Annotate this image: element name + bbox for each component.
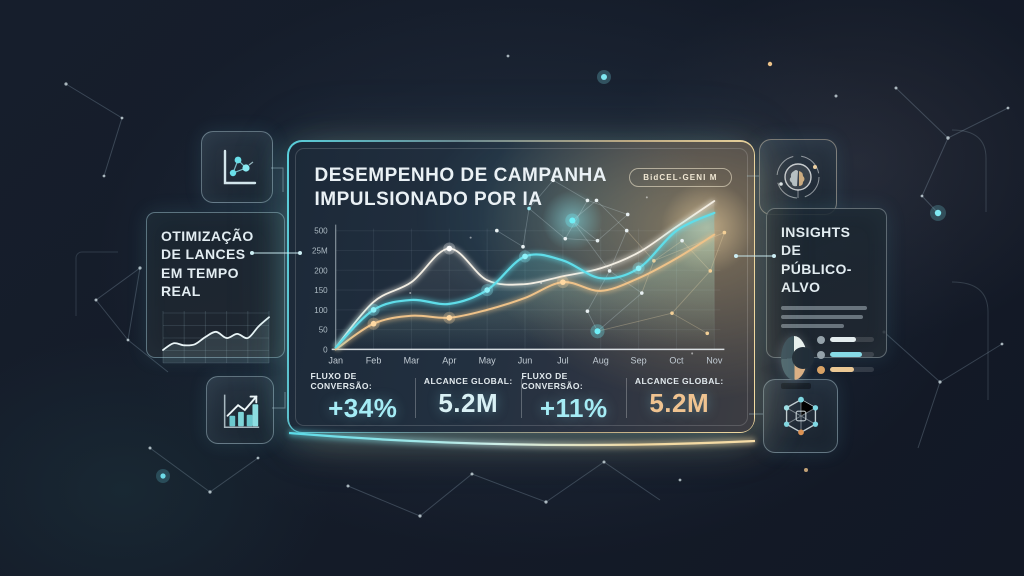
legend-item [817, 335, 874, 344]
metric-divider [520, 377, 522, 418]
svg-text:25M: 25M [312, 246, 328, 255]
donut-hole [792, 347, 814, 370]
legend-bullet [817, 335, 825, 344]
svg-text:0: 0 [323, 345, 328, 354]
left-panel-title: OTIMIZAÇÃO DE LANCES EM TEMPO REAL [161, 228, 254, 300]
svg-text:200: 200 [314, 266, 328, 275]
placeholder-tag [781, 382, 811, 389]
svg-text:500: 500 [314, 226, 328, 235]
metric-label: ALCANCE GLOBAL: [423, 376, 513, 386]
metric-divider [415, 377, 416, 418]
metric-value: +34% [328, 393, 398, 423]
scatter-network-chart-tile [201, 131, 273, 203]
metric-label: FLUXO DE CONVERSÃO: [310, 371, 373, 391]
svg-text:Aug: Aug [592, 355, 608, 365]
svg-text:150: 150 [314, 286, 328, 295]
metric-value: 5.2M [649, 388, 710, 418]
realtime-bidding-panel: OTIMIZAÇÃO DE LANCES EM TEMPO REAL [146, 212, 285, 364]
metric-label: FLUXO DE CONVERSÃO: [521, 371, 584, 391]
hexagon-network-icon [783, 396, 818, 436]
svg-text:100: 100 [314, 305, 328, 314]
metric-label: ALCANCE GLOBAL: [634, 376, 724, 386]
svg-text:Jan: Jan [328, 355, 343, 365]
campaign-dashboard-panel: 500 25M 200 150 100 50 0 Jan Feb Mar Apr May Jun Jul A… [287, 140, 755, 433]
growth-bar-chart-arrow-icon [223, 394, 260, 429]
svg-text:Jul: Jul [557, 355, 569, 365]
growth-chart-tile [206, 376, 274, 444]
right-panel-title: INSIGHTS DE PÚBLICO-ALVO [781, 224, 852, 296]
svg-text:50: 50 [318, 325, 327, 334]
donut-legend [817, 335, 874, 381]
audience-insights-panel: INSIGHTS DE PÚBLICO-ALVO [766, 208, 887, 389]
legend-bullet [817, 350, 825, 359]
placeholder-line [781, 305, 867, 310]
metric-card: FLUXO DE CONVERSÃO: +34% [310, 371, 416, 424]
svg-text:Jun: Jun [517, 355, 532, 365]
svg-text:Oct: Oct [669, 355, 684, 365]
svg-text:Feb: Feb [365, 355, 381, 365]
legend-item [817, 350, 874, 359]
placeholder-text-lines [781, 305, 874, 328]
legend-bullet [817, 365, 825, 374]
metric-card: ALCANCE GLOBAL: 5.2M [416, 372, 521, 424]
metric-value: 5.2M [438, 388, 499, 418]
metric-value: +11% [539, 393, 608, 423]
audience-donut-chart [781, 336, 814, 381]
placeholder-line [781, 323, 845, 328]
ai-brain-orbit-icon [776, 155, 820, 199]
svg-text:Sep: Sep [630, 355, 646, 365]
metric-divider [626, 377, 627, 418]
metrics-row: FLUXO DE CONVERSÃO: +34% ALCANCE GLOBAL: 5.… [310, 371, 732, 424]
metric-card: FLUXO DE CONVERSÃO: +11% [521, 371, 627, 424]
ai-brain-tile [759, 139, 837, 215]
svg-text:Mar: Mar [403, 355, 419, 365]
svg-text:Apr: Apr [442, 355, 456, 365]
placeholder-line [781, 314, 863, 319]
svg-text:May: May [478, 355, 496, 365]
legend-item [817, 365, 874, 374]
bidding-sparkline-chart [162, 310, 270, 364]
svg-text:Nov: Nov [706, 355, 723, 365]
network-tile [763, 379, 838, 453]
scatter-network-chart-icon [223, 149, 257, 185]
dashboard-title: DESEMPENHO DE CAMPANHA IMPULSIONADO POR … [314, 164, 608, 210]
brand-badge: BidCEL-GENI M [629, 167, 732, 187]
metric-card: ALCANCE GLOBAL: 5.2M [627, 372, 732, 424]
